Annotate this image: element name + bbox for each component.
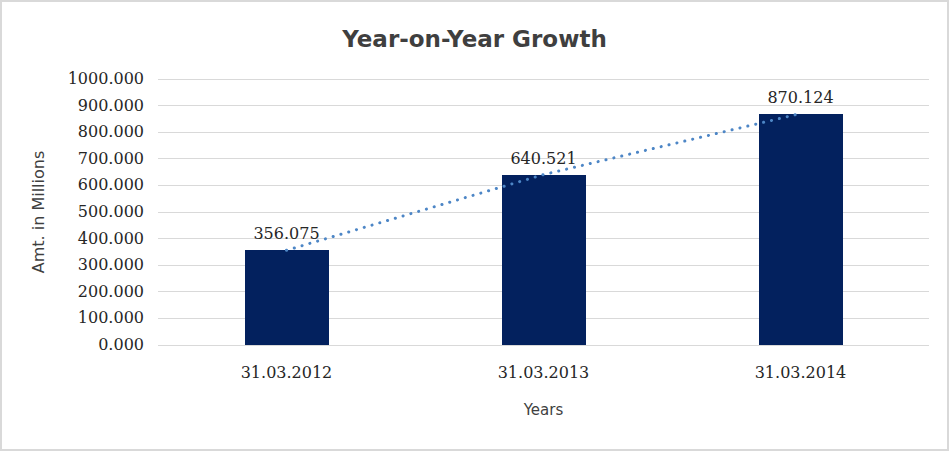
- x-axis-title: Years: [158, 401, 929, 419]
- trendline: [287, 114, 801, 251]
- y-tick-label: 200.000: [2, 282, 144, 302]
- x-tick-label: 31.03.2013: [464, 363, 624, 383]
- y-tick-label: 1000.000: [2, 69, 144, 89]
- y-tick-label: 100.000: [2, 308, 144, 328]
- y-tick-label: 500.000: [2, 202, 144, 222]
- chart-title: Year-on-Year Growth: [2, 26, 947, 52]
- y-tick-label: 700.000: [2, 149, 144, 169]
- x-tick-label: 31.03.2014: [721, 363, 881, 383]
- plot-area: 356.075640.521870.124: [158, 79, 929, 345]
- y-tick-label: 0.000: [2, 335, 144, 355]
- y-tick-label: 600.000: [2, 175, 144, 195]
- y-tick-label: 900.000: [2, 96, 144, 116]
- y-tick-label: 300.000: [2, 255, 144, 275]
- chart-container: Year-on-Year Growth Amt. in Millions 356…: [0, 0, 949, 451]
- trendline-layer: [158, 79, 929, 345]
- x-tick-label: 31.03.2012: [207, 363, 367, 383]
- y-tick-label: 800.000: [2, 122, 144, 142]
- y-tick-label: 400.000: [2, 229, 144, 249]
